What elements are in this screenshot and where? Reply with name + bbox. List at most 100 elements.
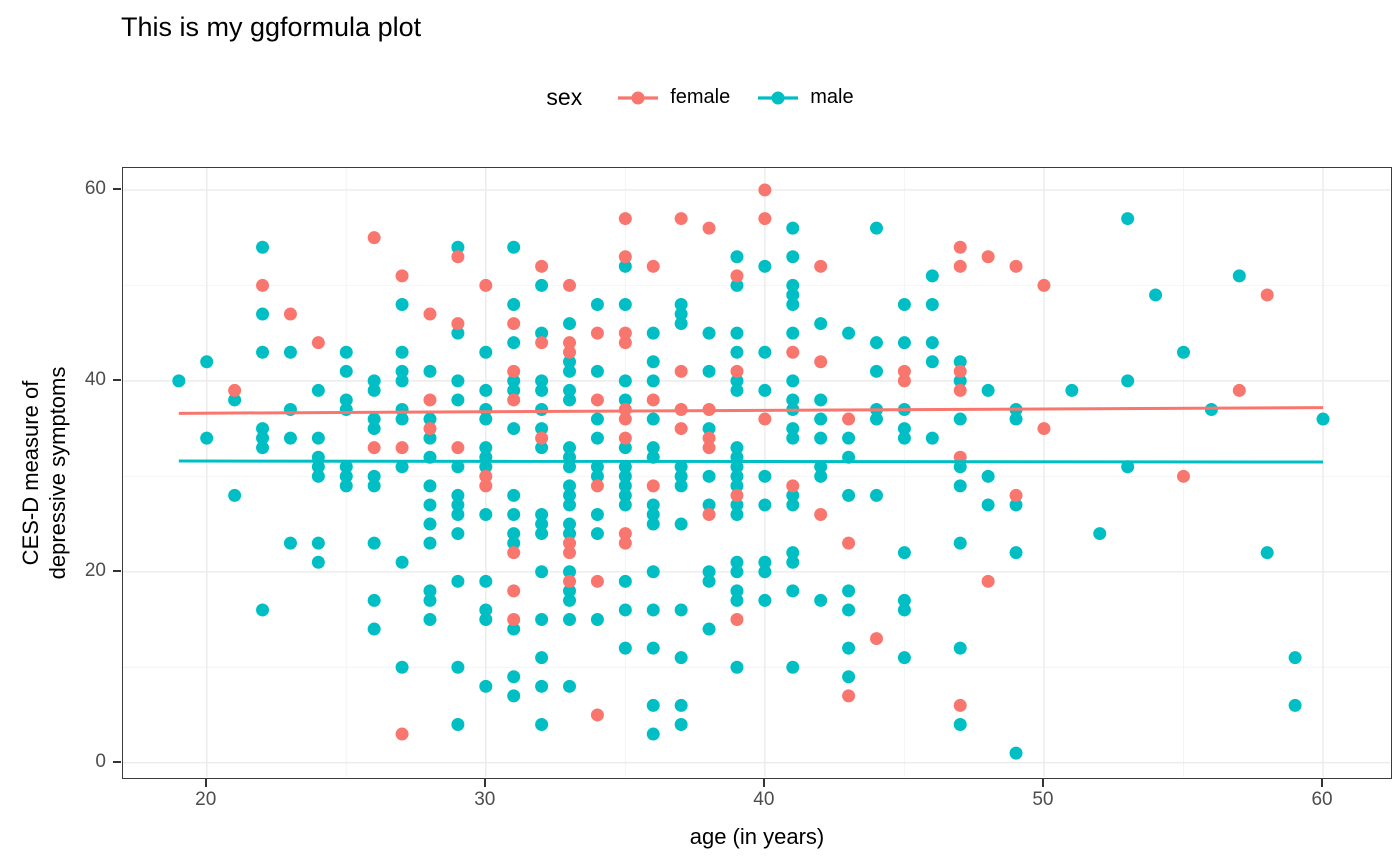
data-point-female[interactable] bbox=[256, 278, 270, 292]
data-point-male[interactable] bbox=[423, 479, 437, 493]
data-point-female[interactable] bbox=[563, 336, 577, 350]
data-point-male[interactable] bbox=[1176, 345, 1190, 359]
data-point-female[interactable] bbox=[953, 383, 967, 397]
data-point-male[interactable] bbox=[367, 536, 381, 550]
data-point-male[interactable] bbox=[758, 593, 772, 607]
data-point-male[interactable] bbox=[563, 584, 577, 598]
data-point-female[interactable] bbox=[786, 345, 800, 359]
data-point-male[interactable] bbox=[535, 441, 549, 455]
data-point-male[interactable] bbox=[618, 298, 632, 311]
data-point-male[interactable] bbox=[535, 613, 549, 626]
data-point-female[interactable] bbox=[507, 393, 521, 407]
data-point-male[interactable] bbox=[1121, 460, 1135, 474]
legend-entry-female[interactable]: female bbox=[616, 86, 730, 110]
data-point-male[interactable] bbox=[758, 565, 772, 579]
data-point-male[interactable] bbox=[646, 355, 660, 369]
data-point-female[interactable] bbox=[395, 441, 409, 455]
data-point-male[interactable] bbox=[981, 383, 995, 397]
data-point-female[interactable] bbox=[730, 269, 744, 283]
data-point-female[interactable] bbox=[702, 221, 716, 235]
data-point-male[interactable] bbox=[339, 403, 353, 416]
data-point-female[interactable] bbox=[1037, 278, 1051, 292]
data-point-male[interactable] bbox=[256, 345, 270, 359]
data-point-male[interactable] bbox=[730, 508, 744, 521]
data-point-male[interactable] bbox=[590, 460, 604, 474]
trend-line-female[interactable] bbox=[178, 406, 1324, 415]
data-point-female[interactable] bbox=[590, 393, 604, 407]
data-point-male[interactable] bbox=[535, 517, 549, 531]
data-point-male[interactable] bbox=[674, 517, 688, 531]
data-point-female[interactable] bbox=[535, 336, 549, 350]
data-point-male[interactable] bbox=[590, 527, 604, 541]
data-point-female[interactable] bbox=[897, 364, 911, 378]
data-point-male[interactable] bbox=[479, 574, 493, 588]
data-point-male[interactable] bbox=[618, 488, 632, 502]
data-point-male[interactable] bbox=[618, 460, 632, 474]
data-point-male[interactable] bbox=[590, 431, 604, 445]
data-point-female[interactable] bbox=[311, 336, 325, 350]
data-point-female[interactable] bbox=[479, 479, 493, 493]
data-point-male[interactable] bbox=[730, 479, 744, 493]
data-point-female[interactable] bbox=[814, 508, 828, 521]
data-point-female[interactable] bbox=[451, 441, 465, 455]
data-point-male[interactable] bbox=[646, 727, 660, 741]
data-point-male[interactable] bbox=[953, 536, 967, 550]
data-point-male[interactable] bbox=[925, 431, 939, 445]
data-point-female[interactable] bbox=[1260, 288, 1274, 302]
data-point-male[interactable] bbox=[423, 593, 437, 607]
data-point-male[interactable] bbox=[646, 498, 660, 512]
data-point-male[interactable] bbox=[479, 613, 493, 626]
data-point-male[interactable] bbox=[758, 555, 772, 569]
data-point-female[interactable] bbox=[1009, 488, 1023, 502]
data-point-female[interactable] bbox=[618, 412, 632, 426]
data-point-male[interactable] bbox=[367, 593, 381, 607]
data-point-male[interactable] bbox=[814, 393, 828, 407]
data-point-male[interactable] bbox=[814, 412, 828, 426]
data-point-female[interactable] bbox=[283, 307, 297, 321]
data-point-male[interactable] bbox=[758, 345, 772, 359]
data-point-male[interactable] bbox=[395, 298, 409, 311]
data-point-male[interactable] bbox=[953, 412, 967, 426]
data-point-male[interactable] bbox=[395, 345, 409, 359]
data-point-female[interactable] bbox=[535, 431, 549, 445]
data-point-male[interactable] bbox=[674, 317, 688, 331]
data-point-male[interactable] bbox=[730, 660, 744, 674]
data-point-male[interactable] bbox=[563, 383, 577, 397]
data-point-male[interactable] bbox=[786, 422, 800, 436]
data-point-male[interactable] bbox=[200, 355, 214, 369]
data-point-male[interactable] bbox=[897, 651, 911, 665]
data-point-male[interactable] bbox=[423, 517, 437, 531]
data-point-female[interactable] bbox=[646, 259, 660, 273]
data-point-male[interactable] bbox=[451, 460, 465, 474]
data-point-male[interactable] bbox=[395, 460, 409, 474]
data-point-male[interactable] bbox=[367, 622, 381, 636]
data-point-male[interactable] bbox=[367, 374, 381, 388]
data-point-male[interactable] bbox=[339, 364, 353, 378]
data-point-female[interactable] bbox=[870, 632, 884, 646]
data-point-male[interactable] bbox=[507, 527, 521, 541]
data-point-male[interactable] bbox=[730, 345, 744, 359]
data-point-male[interactable] bbox=[897, 422, 911, 436]
data-point-female[interactable] bbox=[786, 479, 800, 493]
data-point-male[interactable] bbox=[730, 250, 744, 264]
data-point-female[interactable] bbox=[507, 584, 521, 598]
data-point-male[interactable] bbox=[786, 546, 800, 560]
data-point-male[interactable] bbox=[563, 593, 577, 607]
data-point-female[interactable] bbox=[395, 269, 409, 283]
data-point-female[interactable] bbox=[618, 326, 632, 340]
data-point-male[interactable] bbox=[981, 469, 995, 483]
data-point-male[interactable] bbox=[479, 383, 493, 397]
data-point-male[interactable] bbox=[535, 374, 549, 388]
data-point-male[interactable] bbox=[646, 641, 660, 655]
data-point-male[interactable] bbox=[870, 488, 884, 502]
data-point-male[interactable] bbox=[507, 240, 521, 254]
data-point-male[interactable] bbox=[870, 412, 884, 426]
data-point-male[interactable] bbox=[590, 469, 604, 483]
data-point-male[interactable] bbox=[674, 307, 688, 321]
data-point-male[interactable] bbox=[646, 412, 660, 426]
data-point-female[interactable] bbox=[535, 259, 549, 273]
data-point-female[interactable] bbox=[1176, 469, 1190, 483]
data-point-male[interactable] bbox=[535, 278, 549, 292]
data-point-female[interactable] bbox=[953, 259, 967, 273]
data-point-male[interactable] bbox=[479, 603, 493, 617]
